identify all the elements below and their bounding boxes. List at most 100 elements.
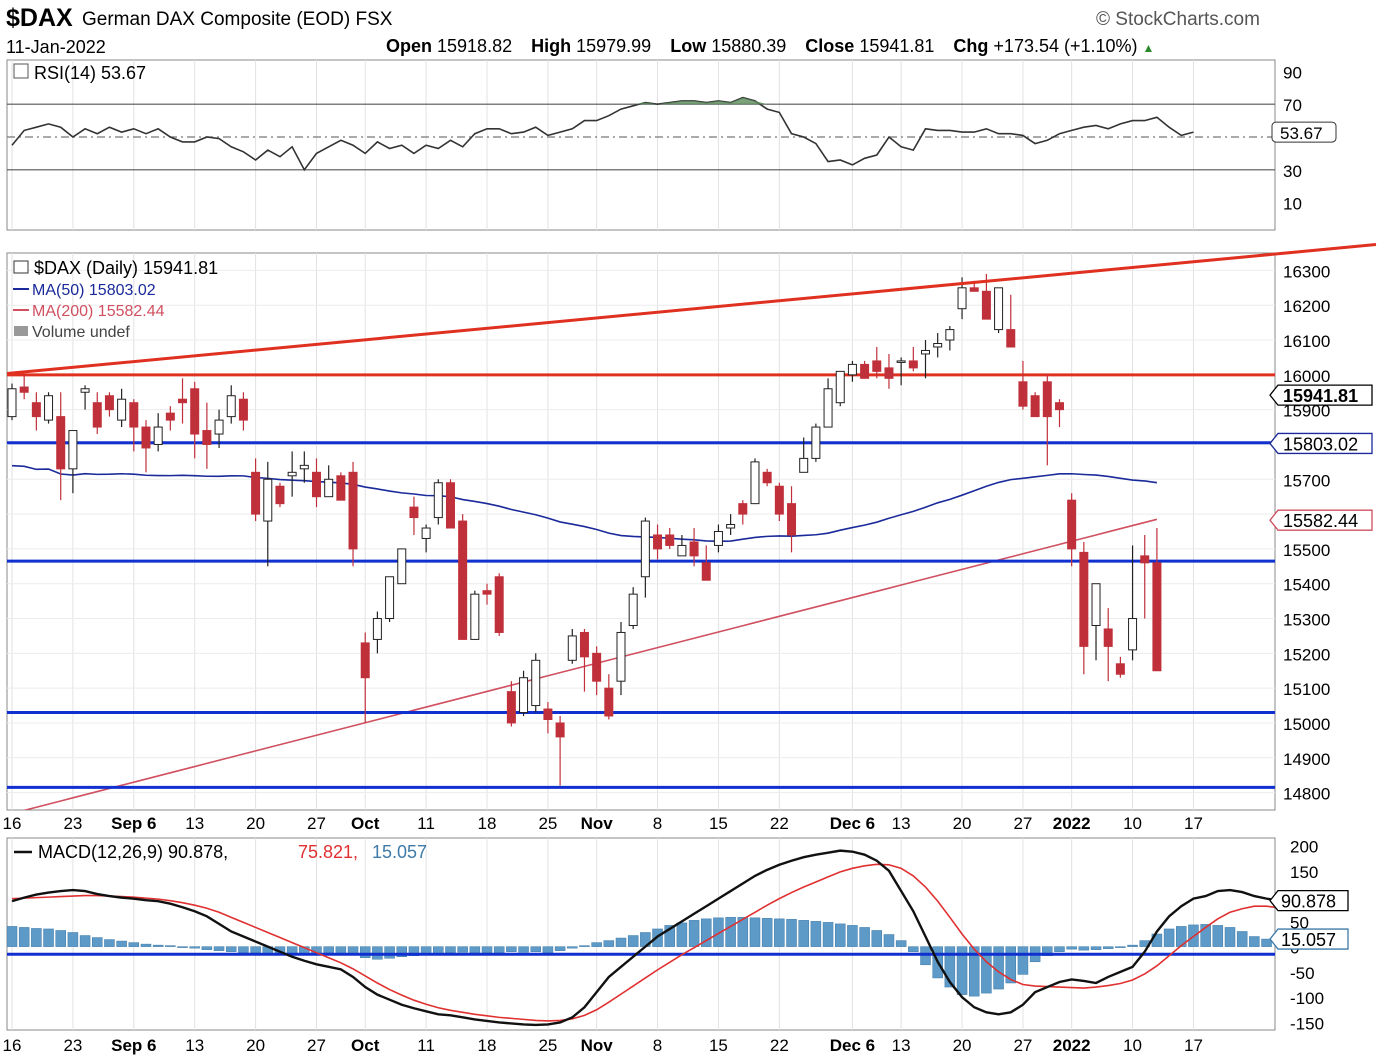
price-legend: $DAX (Daily) 15941.81 <box>34 258 218 278</box>
close-label: Close <box>805 36 855 56</box>
rsi-y-tick-label: 90 <box>1283 63 1302 82</box>
candle-body <box>263 478 273 522</box>
macd-histogram-bar <box>1005 946 1017 984</box>
macd-histogram-bar <box>774 918 785 947</box>
price-y-tick-label: 16300 <box>1283 262 1330 281</box>
macd-histogram-bar <box>506 946 517 952</box>
macd-histogram-bar <box>847 925 858 947</box>
candle-body <box>604 687 614 717</box>
high-label: High <box>531 36 572 56</box>
x-tick-label: Nov <box>581 814 614 833</box>
macd-histogram-bar <box>701 918 712 947</box>
ma50-line <box>11 464 1158 543</box>
candle-body <box>506 691 516 724</box>
rsi-legend-icon <box>13 63 29 79</box>
macd-histogram-bar <box>1163 928 1175 947</box>
macd-histogram-bar <box>189 946 200 949</box>
source-credit[interactable]: © StockCharts.com <box>1096 9 1260 30</box>
candle-legend-icon <box>13 260 29 274</box>
rsi-line <box>11 96 1194 172</box>
candle-body <box>835 370 845 404</box>
open-value: 15918.82 <box>437 36 513 56</box>
x-tick-label: 27 <box>307 1036 326 1055</box>
candle-body <box>238 398 248 421</box>
macd-histogram-bar <box>567 946 578 949</box>
candle-body <box>531 659 541 707</box>
macd-histogram-bar <box>591 942 602 947</box>
x-tick-label: 2022 <box>1053 1036 1091 1055</box>
macd-hist-legend: 15.057 <box>372 842 427 862</box>
price-y-tick-label: 15300 <box>1283 611 1330 630</box>
macd-histogram-bar <box>408 946 420 956</box>
x-tick-label: 15 <box>709 814 728 833</box>
candle-body <box>896 360 906 363</box>
x-tick-label: 18 <box>478 1036 497 1055</box>
macd-histogram-bar <box>554 946 566 951</box>
candle-body <box>1128 618 1138 651</box>
candle-body <box>1140 555 1150 564</box>
low-label: Low <box>670 36 707 56</box>
rsi-overbought-fill <box>633 97 768 105</box>
x-tick-label: Oct <box>351 814 380 833</box>
price-y-tick-label: 16000 <box>1283 367 1330 386</box>
macd-histogram-bar <box>457 946 468 953</box>
macd-histogram-bar <box>895 940 907 947</box>
candle-body <box>665 534 675 546</box>
macd-tag <box>1269 890 1349 912</box>
macd-histogram-bar <box>1212 925 1224 947</box>
macd-signal-legend: 75.821, <box>298 842 358 862</box>
x-tick-label: 20 <box>953 1036 972 1055</box>
candle-body <box>372 618 382 640</box>
macd-histogram-bar <box>615 937 627 947</box>
macd-histogram-bar <box>1224 927 1236 947</box>
candle-body <box>190 388 200 435</box>
macd-histogram-bar <box>43 928 54 947</box>
macd-histogram-bar <box>55 930 66 947</box>
x-tick-label: Oct <box>351 1036 380 1055</box>
macd-histogram-bar <box>603 940 615 947</box>
candle-body <box>847 363 857 376</box>
candle-body <box>129 402 139 428</box>
macd-histogram-bar <box>104 939 115 947</box>
x-tick-label: Dec 6 <box>830 1036 875 1055</box>
x-tick-label: 27 <box>307 814 326 833</box>
macd-histogram-bar <box>359 946 371 958</box>
x-tick-label: Dec 6 <box>830 814 875 833</box>
x-tick-label: 17 <box>1184 814 1203 833</box>
macd-histogram-bar <box>542 946 554 953</box>
resistance-trendline <box>6 243 1377 376</box>
macd-histogram-bar <box>725 917 736 947</box>
candle-body <box>945 329 955 341</box>
candle-body <box>226 395 236 418</box>
candle-body <box>908 360 918 369</box>
candle-body <box>214 419 224 435</box>
macd-histogram-bar <box>177 946 188 948</box>
low-value: 15880.39 <box>711 36 787 56</box>
x-tick-label: 13 <box>185 814 204 833</box>
x-tick-label: 13 <box>892 814 911 833</box>
x-tick-label: 20 <box>246 814 265 833</box>
macd-histogram-bar <box>871 930 883 947</box>
macd-y-tick-label: -150 <box>1290 1014 1324 1033</box>
volume-legend-swatch <box>14 326 28 336</box>
candle-body <box>433 482 443 519</box>
x-tick-label: 10 <box>1123 1036 1142 1055</box>
axes: 16 16 23 23 Sep 6 Sep 6 13 13 20 20 27 27 Oct Oct 11 11… <box>3 63 1373 1055</box>
candle-body <box>165 412 175 421</box>
candle-body <box>68 430 78 470</box>
macd-histogram-bar <box>323 946 334 953</box>
candle-body <box>860 363 870 379</box>
macd-histogram-bar <box>518 946 529 953</box>
macd-histogram-bar <box>713 917 724 947</box>
price-y-tick-label: 16100 <box>1283 332 1330 351</box>
x-tick-label: 13 <box>892 1036 911 1055</box>
x-tick-label: 16 <box>3 814 22 833</box>
macd-histogram-bar <box>822 922 834 947</box>
candle-body <box>360 642 370 679</box>
x-tick-label: 16 <box>3 1036 22 1055</box>
x-tick-label: 20 <box>953 814 972 833</box>
macd-histogram-bar <box>250 946 261 953</box>
candle-body <box>1018 381 1028 407</box>
macd-line <box>11 849 1275 1027</box>
macd-histogram-bar <box>79 935 91 947</box>
